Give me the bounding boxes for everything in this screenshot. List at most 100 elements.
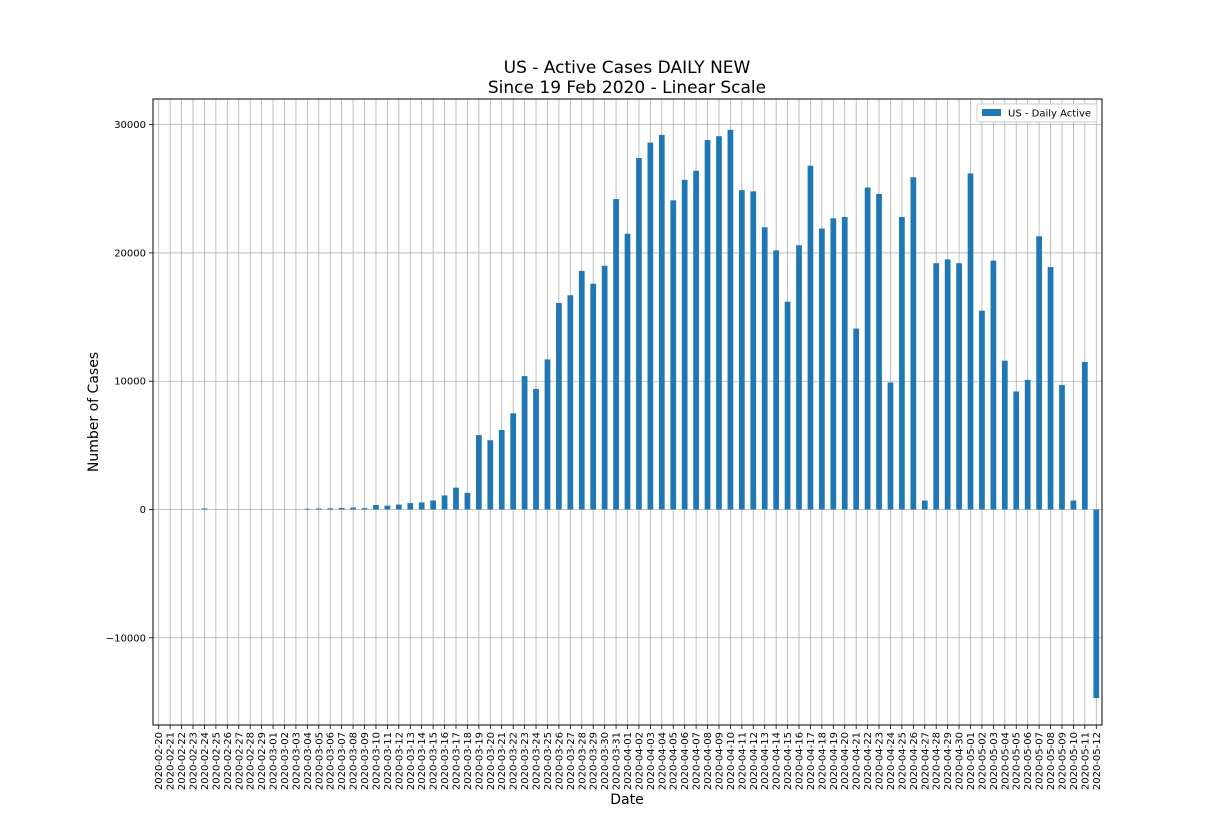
x-tick-label: 2020-04-29 [943, 732, 954, 790]
x-tick-label: 2020-03-30 [600, 732, 611, 790]
x-axis-label: Date [610, 792, 643, 808]
bar-2020-04-28 [933, 263, 940, 510]
y-axis-label: Number of Cases [86, 352, 102, 472]
x-tick-label: 2020-04-05 [669, 732, 680, 790]
x-tick-label: 2020-02-20 [154, 732, 165, 790]
bar-2020-03-26 [556, 302, 562, 510]
y-tick-label: −10000 [106, 633, 146, 644]
x-tick-label: 2020-05-07 [1035, 732, 1046, 790]
bar-2020-04-12 [750, 191, 757, 510]
chart-subtitle: Since 19 Feb 2020 - Linear Scale [488, 78, 766, 98]
bar-2020-04-11 [738, 190, 745, 510]
x-tick-label: 2020-03-31 [612, 732, 623, 790]
x-tick-label: 2020-04-12 [749, 732, 760, 790]
x-tick-label: 2020-03-03 [291, 732, 302, 790]
bar-2020-03-14 [418, 502, 425, 510]
x-tick-label: 2020-03-29 [589, 732, 600, 790]
x-tick-label: 2020-04-06 [680, 732, 691, 790]
x-tick-label: 2020-03-26 [554, 732, 565, 790]
bar-2020-04-04 [658, 134, 665, 510]
legend: US - Daily Active [976, 103, 1098, 123]
bar-2020-03-11 [384, 505, 391, 510]
x-tick-label: 2020-05-04 [1000, 732, 1011, 790]
bar-2020-04-20 [841, 217, 848, 510]
x-tick-label: 2020-03-19 [474, 732, 485, 790]
bar-2020-04-06 [681, 179, 688, 510]
y-tick-label: 30000 [114, 120, 146, 131]
bar-2020-04-30 [956, 263, 962, 510]
x-tick-label: 2020-04-27 [920, 732, 931, 790]
bar-2020-05-06 [1024, 379, 1031, 510]
x-tick-label: 2020-04-11 [737, 732, 748, 790]
bar-2020-04-01 [624, 233, 631, 510]
bar-2020-04-05 [670, 200, 677, 510]
bar-2020-05-05 [1013, 391, 1020, 510]
x-tick-label: 2020-04-16 [795, 732, 806, 790]
x-tick-label: 2020-05-08 [1046, 732, 1057, 790]
bar-2020-04-19 [830, 218, 837, 510]
bar-2020-05-12 [1093, 509, 1100, 699]
bar-2020-04-25 [899, 217, 905, 510]
bar-2020-05-03 [990, 260, 997, 510]
x-tick-label: 2020-04-18 [817, 732, 828, 790]
x-tick-label: 2020-02-28 [246, 732, 257, 790]
x-tick-label: 2020-05-03 [989, 732, 1000, 790]
x-tick-label: 2020-03-27 [566, 732, 577, 790]
x-tick-label: 2020-03-17 [451, 732, 462, 790]
bar-2020-03-20 [487, 440, 494, 510]
bar-2020-03-16 [441, 495, 448, 510]
bar-2020-03-06 [327, 508, 334, 510]
x-tick-label: 2020-02-29 [257, 732, 268, 790]
x-tick-label: 2020-05-02 [977, 732, 988, 790]
x-tick-label: 2020-03-24 [532, 732, 543, 790]
x-tick-label: 2020-04-07 [692, 732, 703, 790]
x-tick-label: 2020-02-21 [166, 732, 177, 790]
y-tick-label: 0 [140, 505, 146, 516]
bar-2020-04-07 [693, 170, 699, 510]
bar-2020-04-24 [887, 382, 894, 510]
y-tick-label: 20000 [114, 248, 146, 259]
x-tick-label: 2020-04-09 [714, 732, 725, 790]
bar-2020-05-11 [1081, 361, 1088, 510]
bar-2020-03-12 [395, 504, 402, 510]
bar-2020-03-05 [315, 508, 322, 510]
x-tick-label: 2020-02-22 [177, 732, 188, 790]
bar-2020-05-09 [1059, 385, 1065, 510]
x-tick-label: 2020-03-25 [543, 732, 554, 790]
x-tick-label: 2020-05-06 [1023, 732, 1034, 790]
bar-2020-04-22 [864, 187, 871, 510]
bar-2020-05-07 [1036, 236, 1042, 510]
x-tick-label: 2020-03-13 [406, 732, 417, 790]
legend-box [976, 103, 1098, 123]
bar-2020-04-17 [807, 165, 814, 510]
x-tick-label: 2020-04-02 [634, 732, 645, 790]
bar-2020-04-08 [704, 140, 711, 510]
bar-2020-03-19 [476, 435, 482, 510]
x-tick-label: 2020-04-30 [955, 732, 966, 790]
bar-2020-03-18 [464, 492, 471, 510]
x-tick-label: 2020-03-06 [326, 732, 337, 790]
x-tick-label: 2020-03-16 [440, 732, 451, 790]
x-tick-label: 2020-04-25 [897, 732, 908, 790]
x-tick-label: 2020-04-01 [623, 732, 634, 790]
x-tick-label: 2020-02-24 [200, 732, 211, 790]
bar-2020-04-03 [647, 142, 654, 510]
x-tick-label: 2020-05-09 [1057, 732, 1068, 790]
bar-2020-03-04 [304, 508, 311, 510]
bar-2020-03-21 [498, 429, 505, 510]
x-tick-label: 2020-02-23 [189, 732, 200, 790]
x-tick-label: 2020-03-18 [463, 732, 474, 790]
bar-2020-02-24 [201, 508, 208, 510]
legend-label: US - Daily Active [1008, 109, 1091, 120]
bar-2020-03-17 [453, 487, 459, 510]
bar-2020-04-14 [773, 250, 779, 510]
x-tick-label: 2020-03-20 [486, 732, 497, 790]
bar-2020-04-29 [944, 259, 951, 510]
x-tick-label: 2020-04-22 [863, 732, 874, 790]
bar-2020-03-07 [338, 507, 345, 510]
x-tick-label: 2020-04-04 [657, 732, 668, 790]
bar-2020-04-27 [921, 500, 928, 510]
x-tick-label: 2020-04-28 [932, 732, 943, 790]
x-tick-label: 2020-04-13 [760, 732, 771, 790]
x-tick-label: 2020-04-17 [806, 732, 817, 790]
